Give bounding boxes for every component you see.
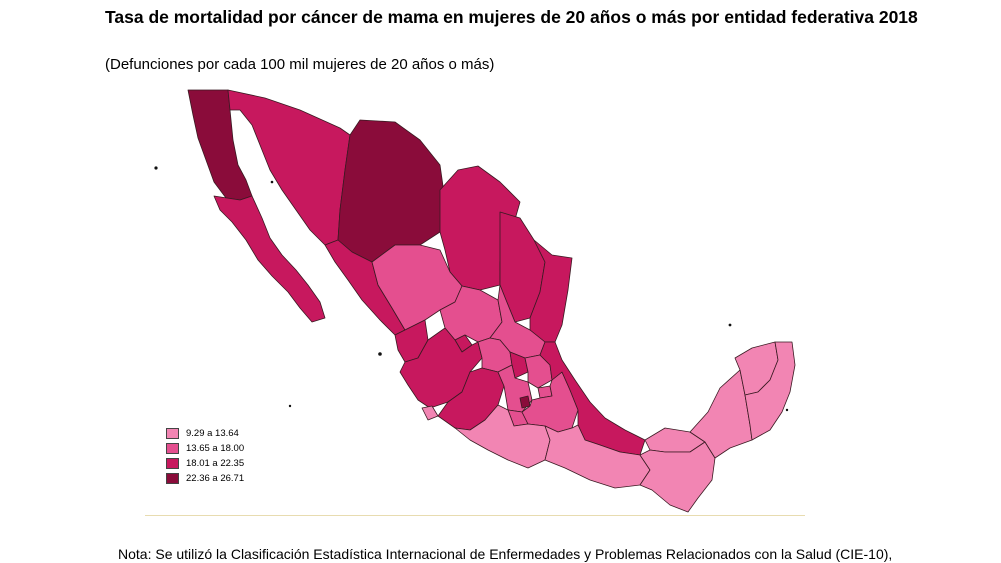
island-dot	[728, 323, 732, 327]
map-legend: 9.29 a 13.64 13.65 a 18.00 18.01 a 22.35…	[166, 426, 244, 486]
legend-label: 18.01 a 22.35	[186, 458, 245, 469]
state-quintana-roo	[744, 341, 796, 441]
legend-swatch	[166, 443, 179, 454]
state-chihuahua	[337, 119, 446, 263]
divider-line	[145, 515, 805, 516]
island-dot	[154, 166, 158, 170]
state-baja-california-sur	[213, 195, 326, 323]
legend-label: 13.65 a 18.00	[186, 443, 245, 454]
legend-item: 13.65 a 18.00	[166, 441, 244, 456]
legend-item: 18.01 a 22.35	[166, 456, 244, 471]
map-subtitle: (Defunciones por cada 100 mil mujeres de…	[105, 56, 495, 73]
legend-swatch	[166, 428, 179, 439]
state-colima	[421, 405, 439, 421]
island-dot	[378, 352, 382, 356]
state-ciudad-de-mexico	[519, 395, 531, 409]
map-title: Tasa de mortalidad por cáncer de mama en…	[105, 7, 918, 27]
state-queretaro	[509, 351, 529, 379]
island-dot	[785, 408, 789, 412]
island-dot	[270, 180, 274, 184]
legend-item: 22.36 a 26.71	[166, 471, 244, 486]
legend-swatch	[166, 473, 179, 484]
state-chiapas	[639, 441, 716, 513]
legend-swatch	[166, 458, 179, 469]
state-sonora	[227, 89, 351, 246]
island-dot	[288, 404, 292, 408]
footnote: Nota: Se utilizó la Clasificación Estadí…	[118, 546, 893, 562]
legend-label: 22.36 a 26.71	[186, 473, 245, 484]
legend-label: 9.29 a 13.64	[186, 428, 239, 439]
legend-item: 9.29 a 13.64	[166, 426, 244, 441]
